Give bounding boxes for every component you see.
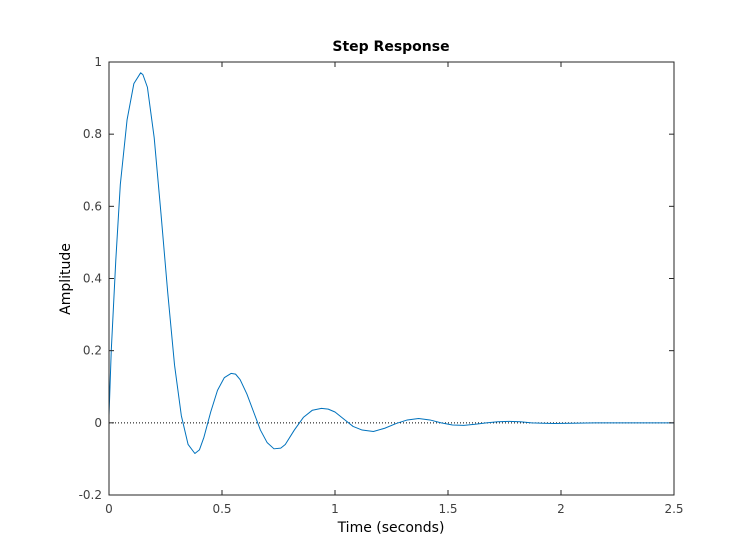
- x-tick-label: 0: [105, 502, 113, 516]
- x-tick-label: 2: [557, 502, 565, 516]
- y-tick-label: 1: [94, 55, 102, 69]
- y-tick-label: 0: [94, 416, 102, 430]
- x-tick-label: 0.5: [212, 502, 231, 516]
- x-axis-label: Time (seconds): [337, 520, 445, 536]
- y-tick-label: 0.6: [83, 199, 102, 213]
- chart-title: Step Response: [332, 39, 449, 55]
- y-tick-label: -0.2: [79, 488, 102, 502]
- series-layer: [108, 72, 674, 454]
- y-axis-label: Amplitude: [58, 243, 74, 315]
- y-tick-label: 0.2: [83, 344, 102, 358]
- step-response-line: [108, 72, 674, 454]
- y-tick-label: 0.8: [83, 127, 102, 141]
- y-tick-label: 0.4: [83, 272, 102, 286]
- x-tick-label: 2.5: [664, 502, 683, 516]
- x-tick-label: 1: [331, 502, 339, 516]
- tick-layer: 0 0.5 1 1.5 2 2.5-0.200.20.40.60.81: [79, 55, 684, 516]
- x-tick-label: 1.5: [438, 502, 457, 516]
- plot-area: [109, 62, 674, 495]
